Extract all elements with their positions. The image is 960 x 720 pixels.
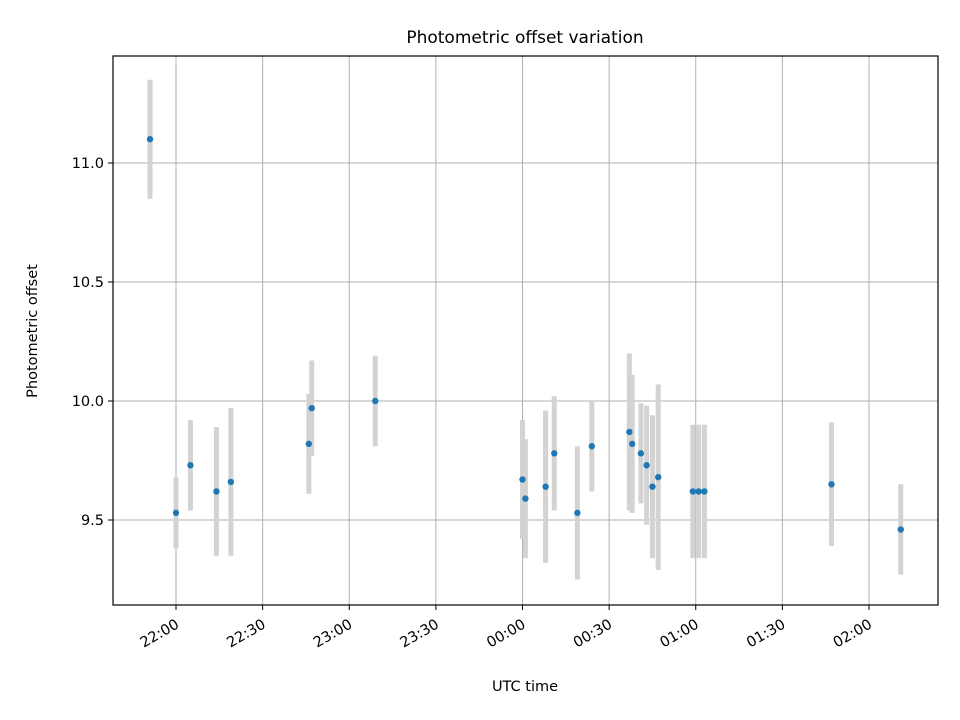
x-tick-label: 23:00 [311,617,355,652]
data-point [522,495,529,502]
data-point [649,483,656,490]
data-point [701,488,708,495]
y-tick-label: 11.0 [72,156,104,172]
data-point [828,481,835,488]
x-tick-label: 00:00 [484,617,528,652]
y-tick-label: 10.5 [72,275,104,291]
y-tick-label: 9.5 [81,513,104,529]
plot-frame [112,55,939,606]
data-point [305,440,313,448]
x-tick-label: 22:00 [138,617,182,652]
grid [113,56,938,605]
data-point [626,428,633,436]
data-point [695,488,702,495]
data-point [172,509,180,517]
data-point [637,450,645,457]
x-tick-label: 01:00 [658,617,702,652]
x-tick-label: 01:30 [744,617,788,652]
y-axis-label: Photometric offset [25,264,41,398]
x-tick-label: 00:30 [571,617,615,652]
data-point [542,483,549,490]
x-axis-ticks: 22:00 22:30 23:00 23:30 00:00 00:30 01:00 01:30… [138,605,875,651]
data-point [897,526,904,533]
data-point [146,136,154,143]
data-point [213,488,220,495]
data-point [519,476,526,483]
data-point [643,462,650,469]
x-tick-label: 23:30 [398,617,442,652]
x-axis-label: UTC time [492,679,558,695]
data-point [227,478,235,486]
data-point [308,404,315,412]
y-tick-label: 10.0 [72,394,104,410]
x-tick-label: 22:30 [224,617,268,652]
data-point [629,440,636,448]
y-axis-ticks: 9.5 10.0 10.5 11.0 [72,156,113,529]
data-point [187,462,194,469]
data-point [574,509,581,517]
chart-title: Photometric offset variation [406,28,643,48]
data-point [588,443,595,450]
data-point [372,397,379,405]
data-point [655,473,662,481]
x-tick-label: 02:00 [831,617,875,652]
data-point [689,488,697,495]
data-point [551,450,558,457]
data-points [146,136,904,533]
